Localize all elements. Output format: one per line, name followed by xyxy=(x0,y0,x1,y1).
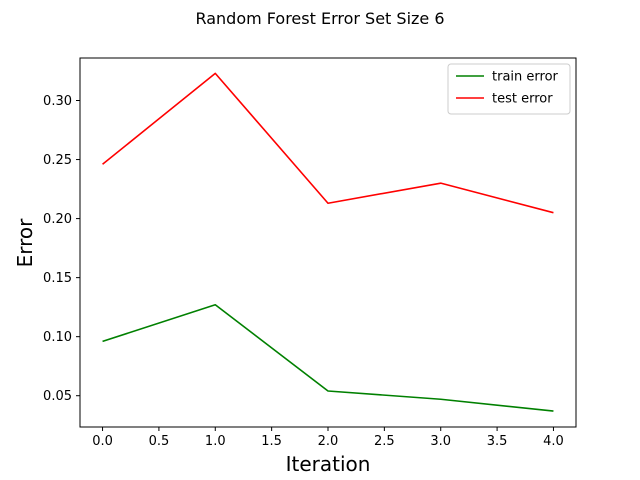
x-axis: 0.0 0.5 1.0 1.5 2.0 2.5 3.0 3.5 4.0 xyxy=(92,427,564,449)
y-tick-label: 0.05 xyxy=(43,389,72,404)
x-tick-label: 0.0 xyxy=(92,434,113,449)
x-tick-label: 3.5 xyxy=(487,434,508,449)
series-line-train-error xyxy=(102,303,554,412)
x-tick-label: 1.0 xyxy=(205,434,226,449)
x-tick-label: 0.5 xyxy=(149,434,170,449)
y-tick-label: 0.25 xyxy=(43,153,72,168)
x-tick-label: 1.5 xyxy=(261,434,282,449)
x-tick-label: 2.0 xyxy=(318,434,339,449)
series-layer xyxy=(102,72,554,412)
x-tick-label: 4.0 xyxy=(543,434,564,449)
y-tick-label: 0.10 xyxy=(43,330,72,345)
y-tick-label: 0.30 xyxy=(43,94,72,109)
x-tick-label: 2.5 xyxy=(374,434,395,449)
y-axis: 0.05 0.10 0.15 0.20 0.25 0.30 xyxy=(43,94,80,404)
plot-area xyxy=(79,57,577,428)
x-axis-title: Iteration xyxy=(286,452,371,476)
y-axis-title: Error xyxy=(13,218,37,268)
y-tick-label: 0.15 xyxy=(43,271,72,286)
legend-entry: train error xyxy=(492,70,559,85)
legend: train error test error xyxy=(447,63,571,115)
x-tick-label: 3.0 xyxy=(430,434,451,449)
y-tick-label: 0.20 xyxy=(43,212,72,227)
series-line-test-error xyxy=(102,72,554,214)
legend-entry: test error xyxy=(492,92,553,107)
chart-title: Random Forest Error Set Size 6 xyxy=(195,9,444,28)
